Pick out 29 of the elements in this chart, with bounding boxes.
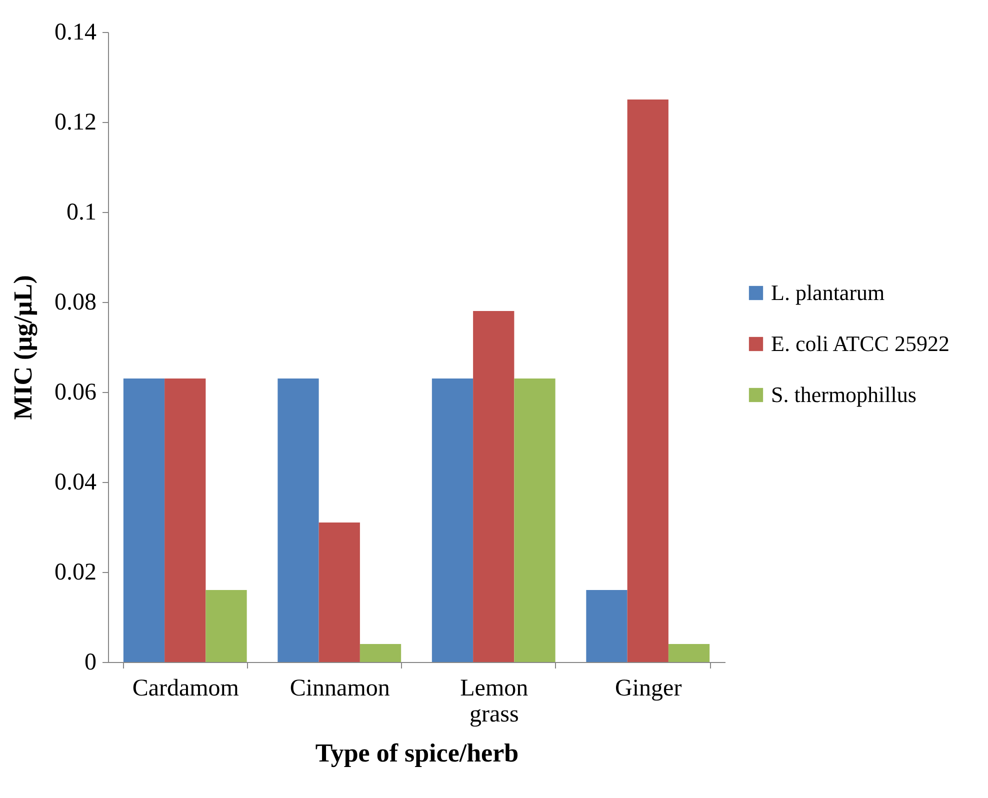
bar	[164, 378, 206, 662]
x-tick-label: Ginger	[615, 676, 682, 702]
legend-label: S. thermophillus	[771, 382, 916, 407]
bar	[432, 378, 474, 662]
x-axis-title: Type of spice/herb	[315, 738, 519, 768]
bar	[473, 311, 514, 662]
bar	[360, 644, 402, 662]
y-tick-label: 0.04	[54, 470, 96, 496]
x-tick-label: Cardamom	[132, 676, 240, 702]
y-tick-label: 0.08	[54, 290, 96, 316]
x-tick-label: Lemon grass	[460, 676, 528, 728]
y-tick-label: 0.06	[54, 380, 96, 406]
bar	[318, 522, 360, 662]
bar	[206, 590, 247, 662]
y-tick-label: 0.1	[66, 200, 96, 226]
bar	[278, 378, 319, 662]
y-tick-label: 0	[84, 650, 96, 676]
legend-label: L. plantarum	[771, 280, 885, 305]
bar	[514, 378, 556, 662]
bar	[123, 378, 165, 662]
y-tick-label: 0.12	[54, 110, 96, 136]
y-tick-label: 0.14	[54, 20, 96, 46]
x-tick-label: Cinnamon	[290, 676, 390, 702]
legend-label: E. coli ATCC 25922	[771, 331, 950, 356]
bar	[668, 644, 710, 662]
y-axis-title: MIC (µg/µL)	[8, 275, 38, 420]
bar	[586, 590, 628, 662]
bar	[627, 100, 668, 662]
y-tick-label: 0.02	[54, 560, 96, 586]
